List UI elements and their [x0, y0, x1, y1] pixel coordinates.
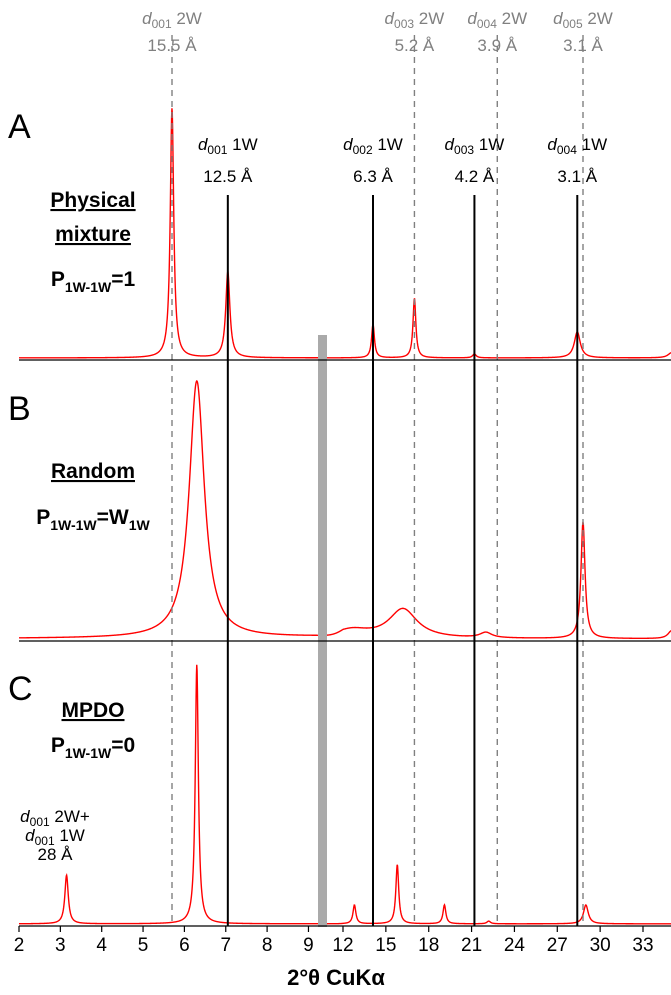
x-tick-label: 2	[14, 935, 25, 956]
panel-letter-C: C	[8, 670, 33, 708]
x-tick-label: 7	[220, 935, 231, 956]
panel-C-pattern-curve-1	[19, 664, 321, 925]
x-tick-label: 12	[332, 935, 353, 956]
ref-1w-002-order-label: d002 1W	[343, 135, 403, 157]
panel-A-name: Physical	[50, 189, 135, 212]
x-tick-label: 5	[138, 935, 149, 956]
x-tick-label: 27	[547, 935, 568, 956]
ref-1w-003-order-label: d003 1W	[445, 135, 505, 157]
panels-group	[18, 108, 671, 925]
panel-A-p-label: P1W-1W=1	[51, 268, 136, 295]
ref-2w-001-spacing-label: 15.5 Å	[147, 36, 197, 55]
panel-B-pattern-curve-2	[325, 521, 671, 639]
x-tick-label: 24	[504, 935, 526, 956]
ref-2w-004-order-label: d004 2W	[467, 9, 527, 31]
panel-A-pattern-curve-1	[19, 108, 321, 359]
panel-letter-A: A	[8, 108, 31, 146]
ref-2w-005-order-label: d005 2W	[553, 9, 613, 31]
ref-2w-003-order-label: d003 2W	[385, 9, 445, 31]
x-tick-label: 9	[303, 935, 314, 956]
x-tick-label: 33	[632, 935, 653, 956]
x-tick-label: 18	[418, 935, 439, 956]
x-tick-label: 8	[262, 935, 273, 956]
x-tick-label: 6	[179, 935, 190, 956]
ref-1w-001-order-label: d001 1W	[198, 135, 258, 157]
axis-break-bar	[318, 335, 327, 927]
panel-C-p-label: P1W-1W=0	[51, 734, 135, 761]
ref-1w-004-spacing-label: 3.1 Å	[557, 167, 597, 186]
x-tick-label: 4	[96, 935, 107, 956]
panel-C-annotation-line: d001 1W	[25, 826, 85, 848]
panel-C-pattern-curve-2	[325, 864, 671, 925]
ref-2w-003-spacing-label: 5.2 Å	[395, 36, 435, 55]
panel-C-annotation-line: 28 Å	[38, 845, 74, 864]
x-axis-label: 2°θ CuKα	[287, 965, 385, 990]
ref-1w-004-order-label: d004 1W	[547, 135, 607, 157]
x-tick-label: 3	[55, 935, 66, 956]
panel-letter-B: B	[8, 390, 31, 428]
ref-1w-002-spacing-label: 6.3 Å	[353, 167, 393, 186]
panel-A-name: mixture	[55, 223, 131, 246]
panel-B-pattern-curve-1	[18, 380, 321, 639]
panel-A-pattern-curve-2	[325, 298, 671, 359]
ref-2w-001-order-label: d001 2W	[142, 9, 202, 31]
ref-1w-001-spacing-label: 12.5 Å	[203, 167, 253, 186]
ref-2w-005-spacing-label: 3.1 Å	[563, 36, 603, 55]
ref-2w-004-spacing-label: 3.9 Å	[477, 36, 517, 55]
x-tick-label: 15	[375, 935, 396, 956]
panel-B-name: Random	[51, 460, 135, 483]
panel-C-name: MPDO	[62, 699, 125, 722]
ref-1w-003-spacing-label: 4.2 Å	[455, 167, 495, 186]
panel-B-p-label: P1W-1W=W1W	[36, 506, 150, 533]
axes-group: 2 3 4 5 6 7 8 9 12 15 18 21 24 27 30 33 2°θ CuKα	[14, 335, 671, 990]
x-tick-label: 30	[590, 935, 611, 956]
reference-lines-group	[171, 35, 584, 926]
x-tick-label: 21	[461, 935, 482, 956]
panel-C-annotation-line: d001 2W+	[20, 807, 90, 829]
labels-group: A Physical mixture P1W-1W=1 B Random P1W-1W=W1…	[8, 9, 613, 864]
